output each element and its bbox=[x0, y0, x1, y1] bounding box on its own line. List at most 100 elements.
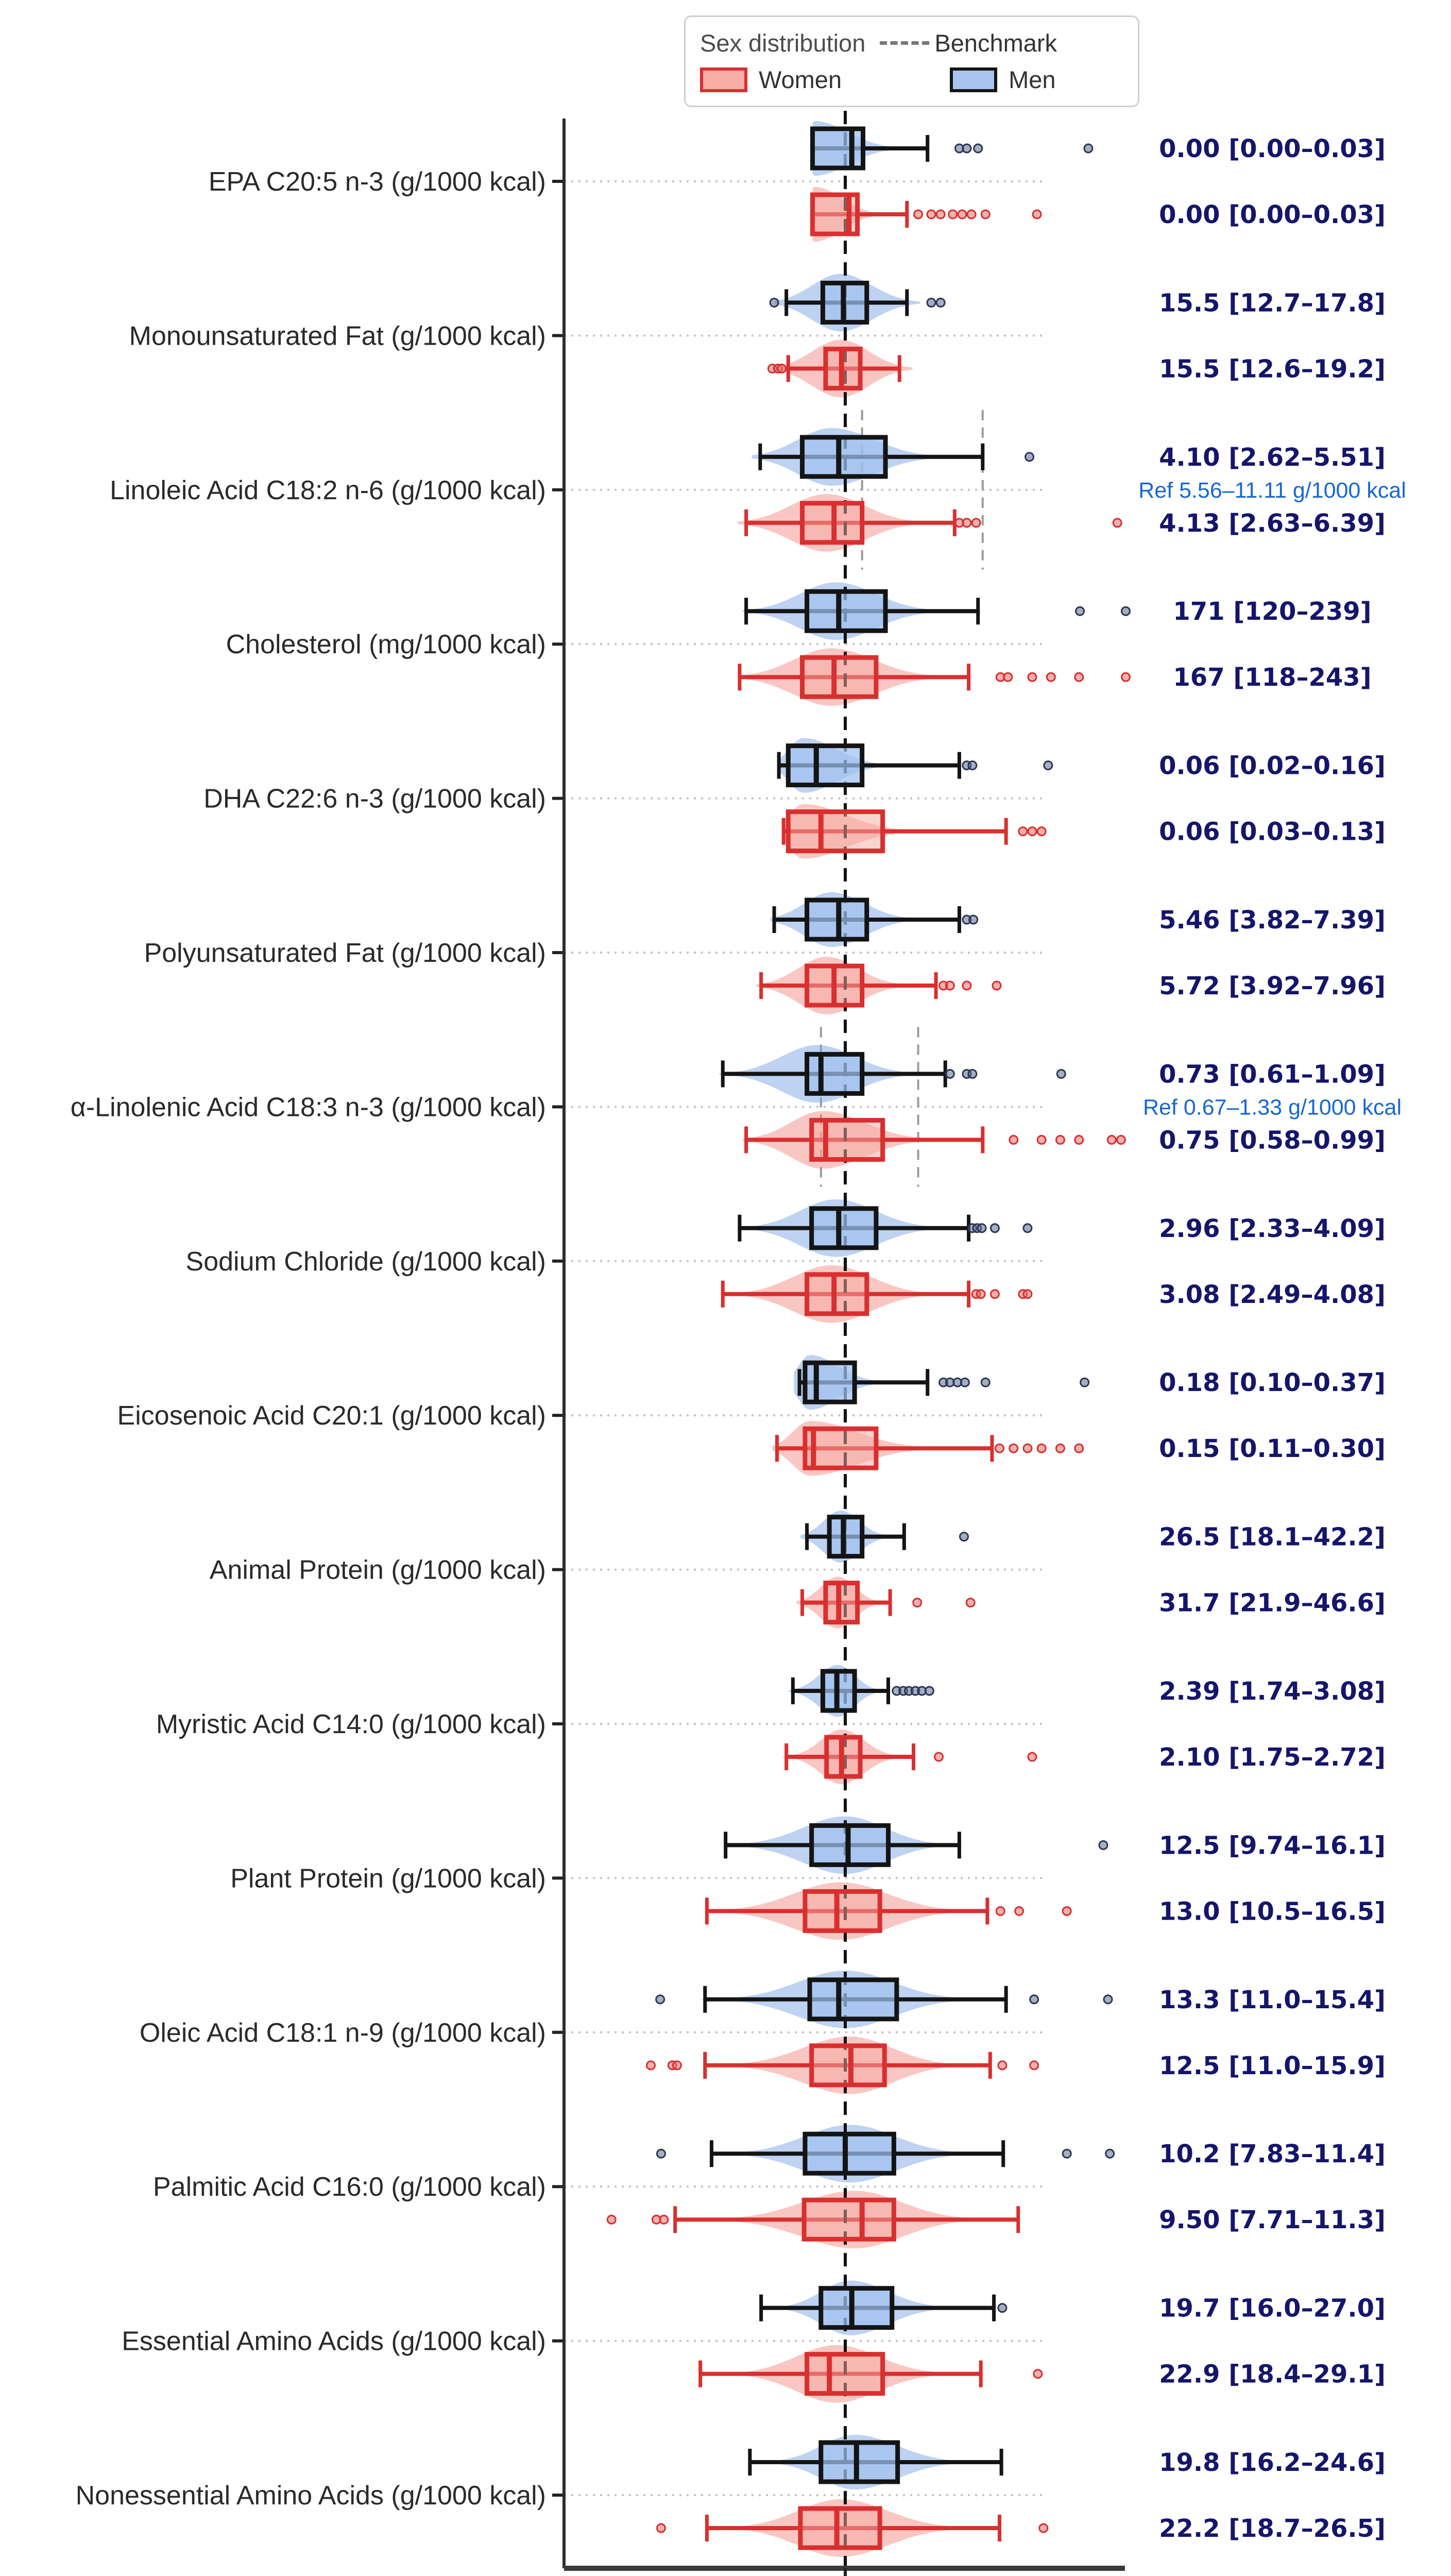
median-iqr-annotation-women-5: 5.72 [3.92–7.96] bbox=[1159, 972, 1386, 1001]
median-iqr-annotation-women-14: 22.9 [18.4–29.1] bbox=[1159, 2360, 1386, 2389]
men-swatch-icon bbox=[950, 67, 998, 92]
category-label-5: Polyunsaturated Fat (g/1000 kcal) bbox=[144, 938, 546, 968]
outlier-women-4-1 bbox=[1027, 826, 1037, 837]
outlier-women-13-2 bbox=[659, 2214, 669, 2225]
outlier-men-8-3 bbox=[960, 1377, 970, 1387]
median-iqr-annotation-men-8: 0.18 [0.10–0.37] bbox=[1159, 1368, 1386, 1397]
box-women-11 bbox=[803, 1889, 882, 1933]
outlier-women-8-2 bbox=[1022, 1443, 1033, 1453]
outlier-men-10-5 bbox=[924, 1686, 934, 1696]
outlier-women-10-0 bbox=[934, 1752, 944, 1762]
box-men-3 bbox=[805, 589, 888, 633]
outlier-men-0-3 bbox=[1083, 143, 1094, 154]
outlier-women-4-2 bbox=[1036, 826, 1047, 837]
outlier-women-3-5 bbox=[1121, 672, 1131, 682]
outlier-women-3-1 bbox=[1003, 672, 1013, 682]
legend-benchmark-label: Benchmark bbox=[934, 29, 1057, 57]
outlier-women-12-0 bbox=[645, 2060, 656, 2071]
outlier-women-3-4 bbox=[1074, 672, 1084, 682]
median-iqr-annotation-men-1: 15.5 [12.7–17.8] bbox=[1159, 289, 1386, 317]
median-iqr-annotation-women-8: 0.15 [0.11–0.30] bbox=[1159, 1434, 1386, 1463]
outlier-women-12-2 bbox=[672, 2060, 682, 2071]
outlier-women-2-1 bbox=[962, 518, 972, 528]
median-iqr-annotation-men-12: 13.3 [11.0–15.4] bbox=[1159, 1986, 1386, 2014]
outlier-men-0-2 bbox=[973, 143, 983, 154]
outlier-women-8-5 bbox=[1074, 1443, 1084, 1453]
outlier-men-6-3 bbox=[1056, 1069, 1066, 1079]
outlier-men-13-2 bbox=[1105, 2148, 1115, 2159]
category-label-15: Nonessential Amino Acids (g/1000 kcal) bbox=[76, 2481, 546, 2511]
box-women-9 bbox=[823, 1581, 860, 1625]
legend-title-row: Sex distribution Benchmark bbox=[700, 29, 1123, 57]
median-iqr-annotation-men-7: 2.96 [2.33–4.09] bbox=[1159, 1214, 1386, 1243]
outlier-women-0-0 bbox=[913, 209, 924, 219]
outlier-women-8-3 bbox=[1036, 1443, 1047, 1453]
median-iqr-annotation-women-12: 12.5 [11.0–15.9] bbox=[1159, 2052, 1386, 2080]
outlier-women-3-3 bbox=[1046, 672, 1056, 682]
outlier-women-6-0 bbox=[1009, 1134, 1019, 1145]
outlier-women-7-1 bbox=[976, 1289, 986, 1299]
median-iqr-annotation-men-10: 2.39 [1.74–3.08] bbox=[1159, 1677, 1386, 1706]
outlier-women-0-5 bbox=[966, 209, 977, 219]
outlier-women-11-0 bbox=[995, 1906, 1005, 1916]
outlier-women-6-5 bbox=[1116, 1134, 1126, 1145]
women-swatch-icon bbox=[700, 67, 747, 92]
box-men-15 bbox=[818, 2440, 900, 2484]
outlier-women-7-4 bbox=[1022, 1289, 1033, 1299]
box-women-12 bbox=[809, 2043, 887, 2088]
outlier-women-8-0 bbox=[994, 1443, 1004, 1453]
outlier-women-0-7 bbox=[1032, 209, 1042, 219]
category-label-7: Sodium Chloride (g/1000 kcal) bbox=[186, 1247, 546, 1277]
category-label-14: Essential Amino Acids (g/1000 kcal) bbox=[122, 2327, 546, 2357]
outlier-men-11-0 bbox=[1098, 1840, 1108, 1850]
outlier-women-1-2 bbox=[777, 363, 787, 374]
median-iqr-annotation-women-2: 4.13 [2.63–6.39] bbox=[1159, 509, 1386, 538]
median-iqr-annotation-men-0: 0.00 [0.00–0.03] bbox=[1159, 134, 1386, 163]
median-iqr-annotation-women-13: 9.50 [7.71–11.3] bbox=[1159, 2206, 1386, 2234]
median-iqr-annotation-women-10: 2.10 [1.75–2.72] bbox=[1159, 1743, 1386, 1772]
ref-annotation-2: Ref 5.56–11.11 g/1000 kcal bbox=[1138, 478, 1406, 503]
box-women-7 bbox=[805, 1272, 869, 1316]
box-men-12 bbox=[807, 1977, 899, 2022]
outlier-women-15-1 bbox=[1038, 2523, 1049, 2533]
box-men-8 bbox=[803, 1360, 857, 1404]
outlier-women-11-2 bbox=[1062, 1906, 1072, 1916]
box-men-14 bbox=[818, 2286, 895, 2330]
category-label-9: Animal Protein (g/1000 kcal) bbox=[210, 1555, 546, 1585]
category-label-8: Eicosenoic Acid C20:1 (g/1000 kcal) bbox=[117, 1401, 546, 1431]
outlier-women-15-0 bbox=[656, 2523, 666, 2533]
outlier-men-7-2 bbox=[977, 1223, 987, 1233]
box-women-15 bbox=[798, 2506, 882, 2550]
median-iqr-annotation-women-0: 0.00 [0.00–0.03] bbox=[1159, 200, 1386, 229]
outlier-women-5-2 bbox=[962, 980, 972, 991]
outlier-men-3-0 bbox=[1075, 606, 1085, 616]
box-men-2 bbox=[800, 435, 888, 479]
median-iqr-annotation-men-6: 0.73 [0.61–1.09] bbox=[1159, 1060, 1386, 1089]
outlier-men-12-1 bbox=[1029, 1994, 1039, 2005]
category-label-11: Plant Protein (g/1000 kcal) bbox=[230, 1863, 546, 1893]
outlier-men-1-2 bbox=[935, 297, 946, 308]
outlier-men-13-0 bbox=[656, 2148, 666, 2159]
median-iqr-annotation-men-13: 10.2 [7.83–11.4] bbox=[1159, 2140, 1386, 2168]
category-label-1: Monounsaturated Fat (g/1000 kcal) bbox=[129, 321, 546, 351]
outlier-women-7-2 bbox=[989, 1289, 1000, 1299]
median-iqr-annotation-men-5: 5.46 [3.82–7.39] bbox=[1159, 906, 1386, 935]
ref-annotation-6: Ref 0.67–1.33 g/1000 kcal bbox=[1143, 1095, 1402, 1120]
legend-women-label: Women bbox=[759, 66, 842, 94]
median-iqr-annotation-men-11: 12.5 [9.74–16.1] bbox=[1159, 1831, 1386, 1860]
median-iqr-annotation-men-9: 26.5 [18.1–42.2] bbox=[1159, 1523, 1386, 1552]
median-iqr-annotation-men-15: 19.8 [16.2–24.6] bbox=[1159, 2448, 1386, 2477]
outlier-women-0-2 bbox=[935, 209, 946, 219]
box-men-6 bbox=[805, 1052, 865, 1096]
outlier-women-8-1 bbox=[1009, 1443, 1019, 1453]
outlier-men-12-0 bbox=[655, 1994, 665, 2005]
median-iqr-annotation-women-4: 0.06 [0.03–0.13] bbox=[1159, 818, 1386, 846]
median-iqr-annotation-women-1: 15.5 [12.6–19.2] bbox=[1159, 354, 1386, 383]
outlier-women-5-1 bbox=[945, 980, 955, 991]
outlier-women-2-3 bbox=[1112, 518, 1122, 528]
outlier-women-9-1 bbox=[965, 1598, 976, 1608]
median-iqr-annotation-men-4: 0.06 [0.02–0.16] bbox=[1159, 752, 1386, 781]
category-label-2: Linoleic Acid C18:2 n-6 (g/1000 kcal) bbox=[110, 476, 546, 505]
outlier-men-3-1 bbox=[1121, 606, 1131, 616]
outlier-women-12-3 bbox=[997, 2060, 1008, 2071]
